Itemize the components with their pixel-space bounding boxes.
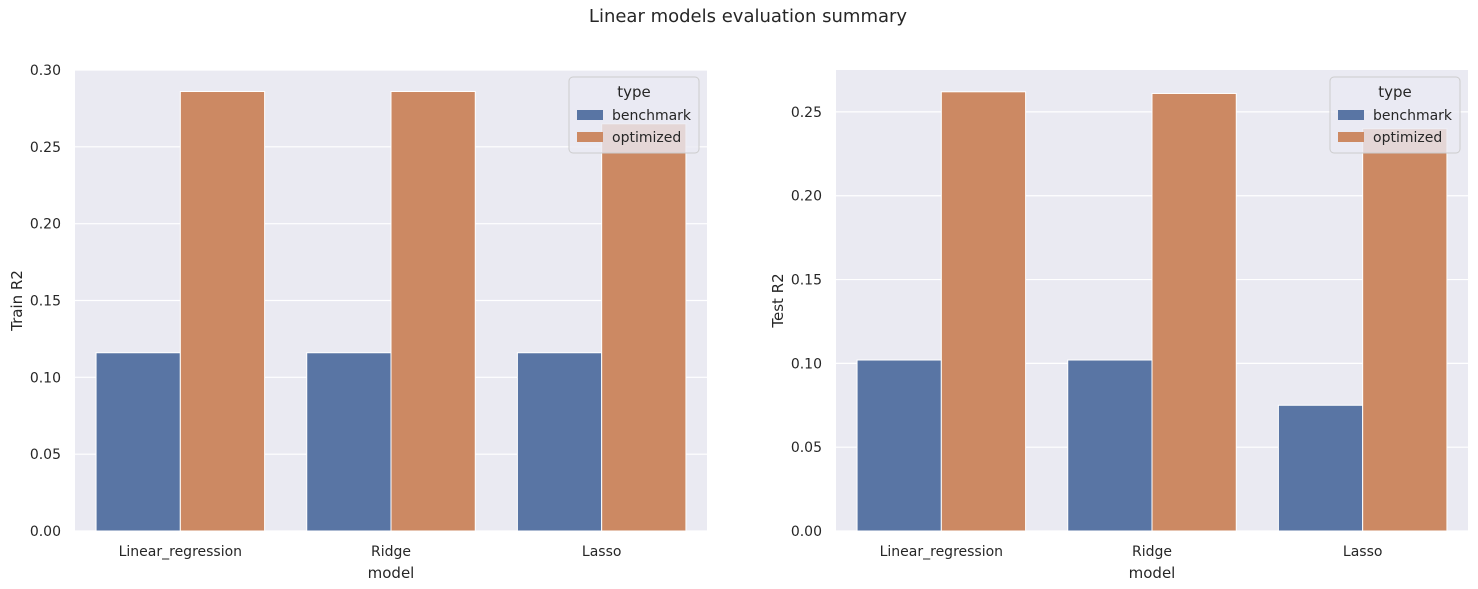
bar-benchmark-linear_regression: [856, 359, 942, 532]
x-axis-title: model: [368, 564, 415, 582]
legend: type benchmark optimized: [1329, 76, 1461, 154]
bar-benchmark-ridge: [1067, 359, 1153, 532]
legend-swatch-benchmark: [1338, 110, 1364, 120]
bar-benchmark-linear_regression: [95, 352, 181, 532]
figure-title: Linear models evaluation summary: [588, 6, 908, 27]
y-tick-label: 0.20: [791, 189, 822, 205]
x-tick-label: Linear_regression: [880, 544, 1003, 560]
y-axis-title: Test R2: [769, 273, 787, 328]
legend-swatch-benchmark: [577, 110, 603, 120]
y-tick-label: 0.25: [791, 105, 822, 121]
y-tick-label: 0.15: [791, 273, 822, 289]
y-tick-label: 0.10: [791, 356, 822, 372]
chart-panel-1: 0.00 0.05 0.10 0.15 0.20 0.25 0.30 Linear_regre…: [8, 63, 707, 582]
legend-title: type: [617, 83, 651, 101]
legend-swatch-optimized: [1338, 132, 1364, 142]
x-tick-label: Lasso: [1343, 544, 1383, 560]
y-tick-label: 0.15: [30, 294, 61, 310]
bar-optimized-ridge: [390, 91, 476, 532]
legend: type benchmark optimized: [568, 76, 700, 154]
legend-label-optimized: optimized: [612, 130, 681, 146]
bar-optimized-lasso: [1362, 128, 1448, 532]
bar-benchmark-ridge: [306, 352, 392, 532]
y-tick-label: 0.05: [30, 447, 61, 463]
y-tick-label: 0.30: [30, 63, 61, 79]
y-tick-label: 0.20: [30, 217, 61, 233]
bar-optimized-ridge: [1151, 92, 1237, 532]
y-tick-label: 0.05: [791, 440, 822, 456]
y-axis-title: Train R2: [8, 270, 26, 332]
bar-benchmark-lasso: [1277, 404, 1364, 532]
legend-label-optimized: optimized: [1373, 130, 1442, 146]
bar-optimized-linear_regression: [179, 91, 266, 532]
y-tick-label: 0.25: [30, 140, 61, 156]
x-tick-label: Ridge: [371, 544, 411, 560]
y-tick-label: 0.00: [30, 524, 61, 540]
legend-label-benchmark: benchmark: [612, 108, 692, 124]
bar-optimized-lasso: [601, 123, 687, 532]
chart-panel-2: 0.00 0.05 0.10 0.15 0.20 0.25 Linear_regressio…: [769, 70, 1468, 582]
legend-title: type: [1378, 83, 1412, 101]
bar-benchmark-lasso: [516, 352, 603, 532]
bar-optimized-linear_regression: [940, 91, 1027, 532]
x-tick-label: Ridge: [1132, 544, 1172, 560]
x-tick-label: Linear_regression: [119, 544, 242, 560]
legend-label-benchmark: benchmark: [1373, 108, 1453, 124]
legend-swatch-optimized: [577, 132, 603, 142]
x-tick-label: Lasso: [582, 544, 622, 560]
y-tick-label: 0.10: [30, 370, 61, 386]
x-axis-title: model: [1129, 564, 1176, 582]
y-tick-label: 0.00: [791, 524, 822, 540]
